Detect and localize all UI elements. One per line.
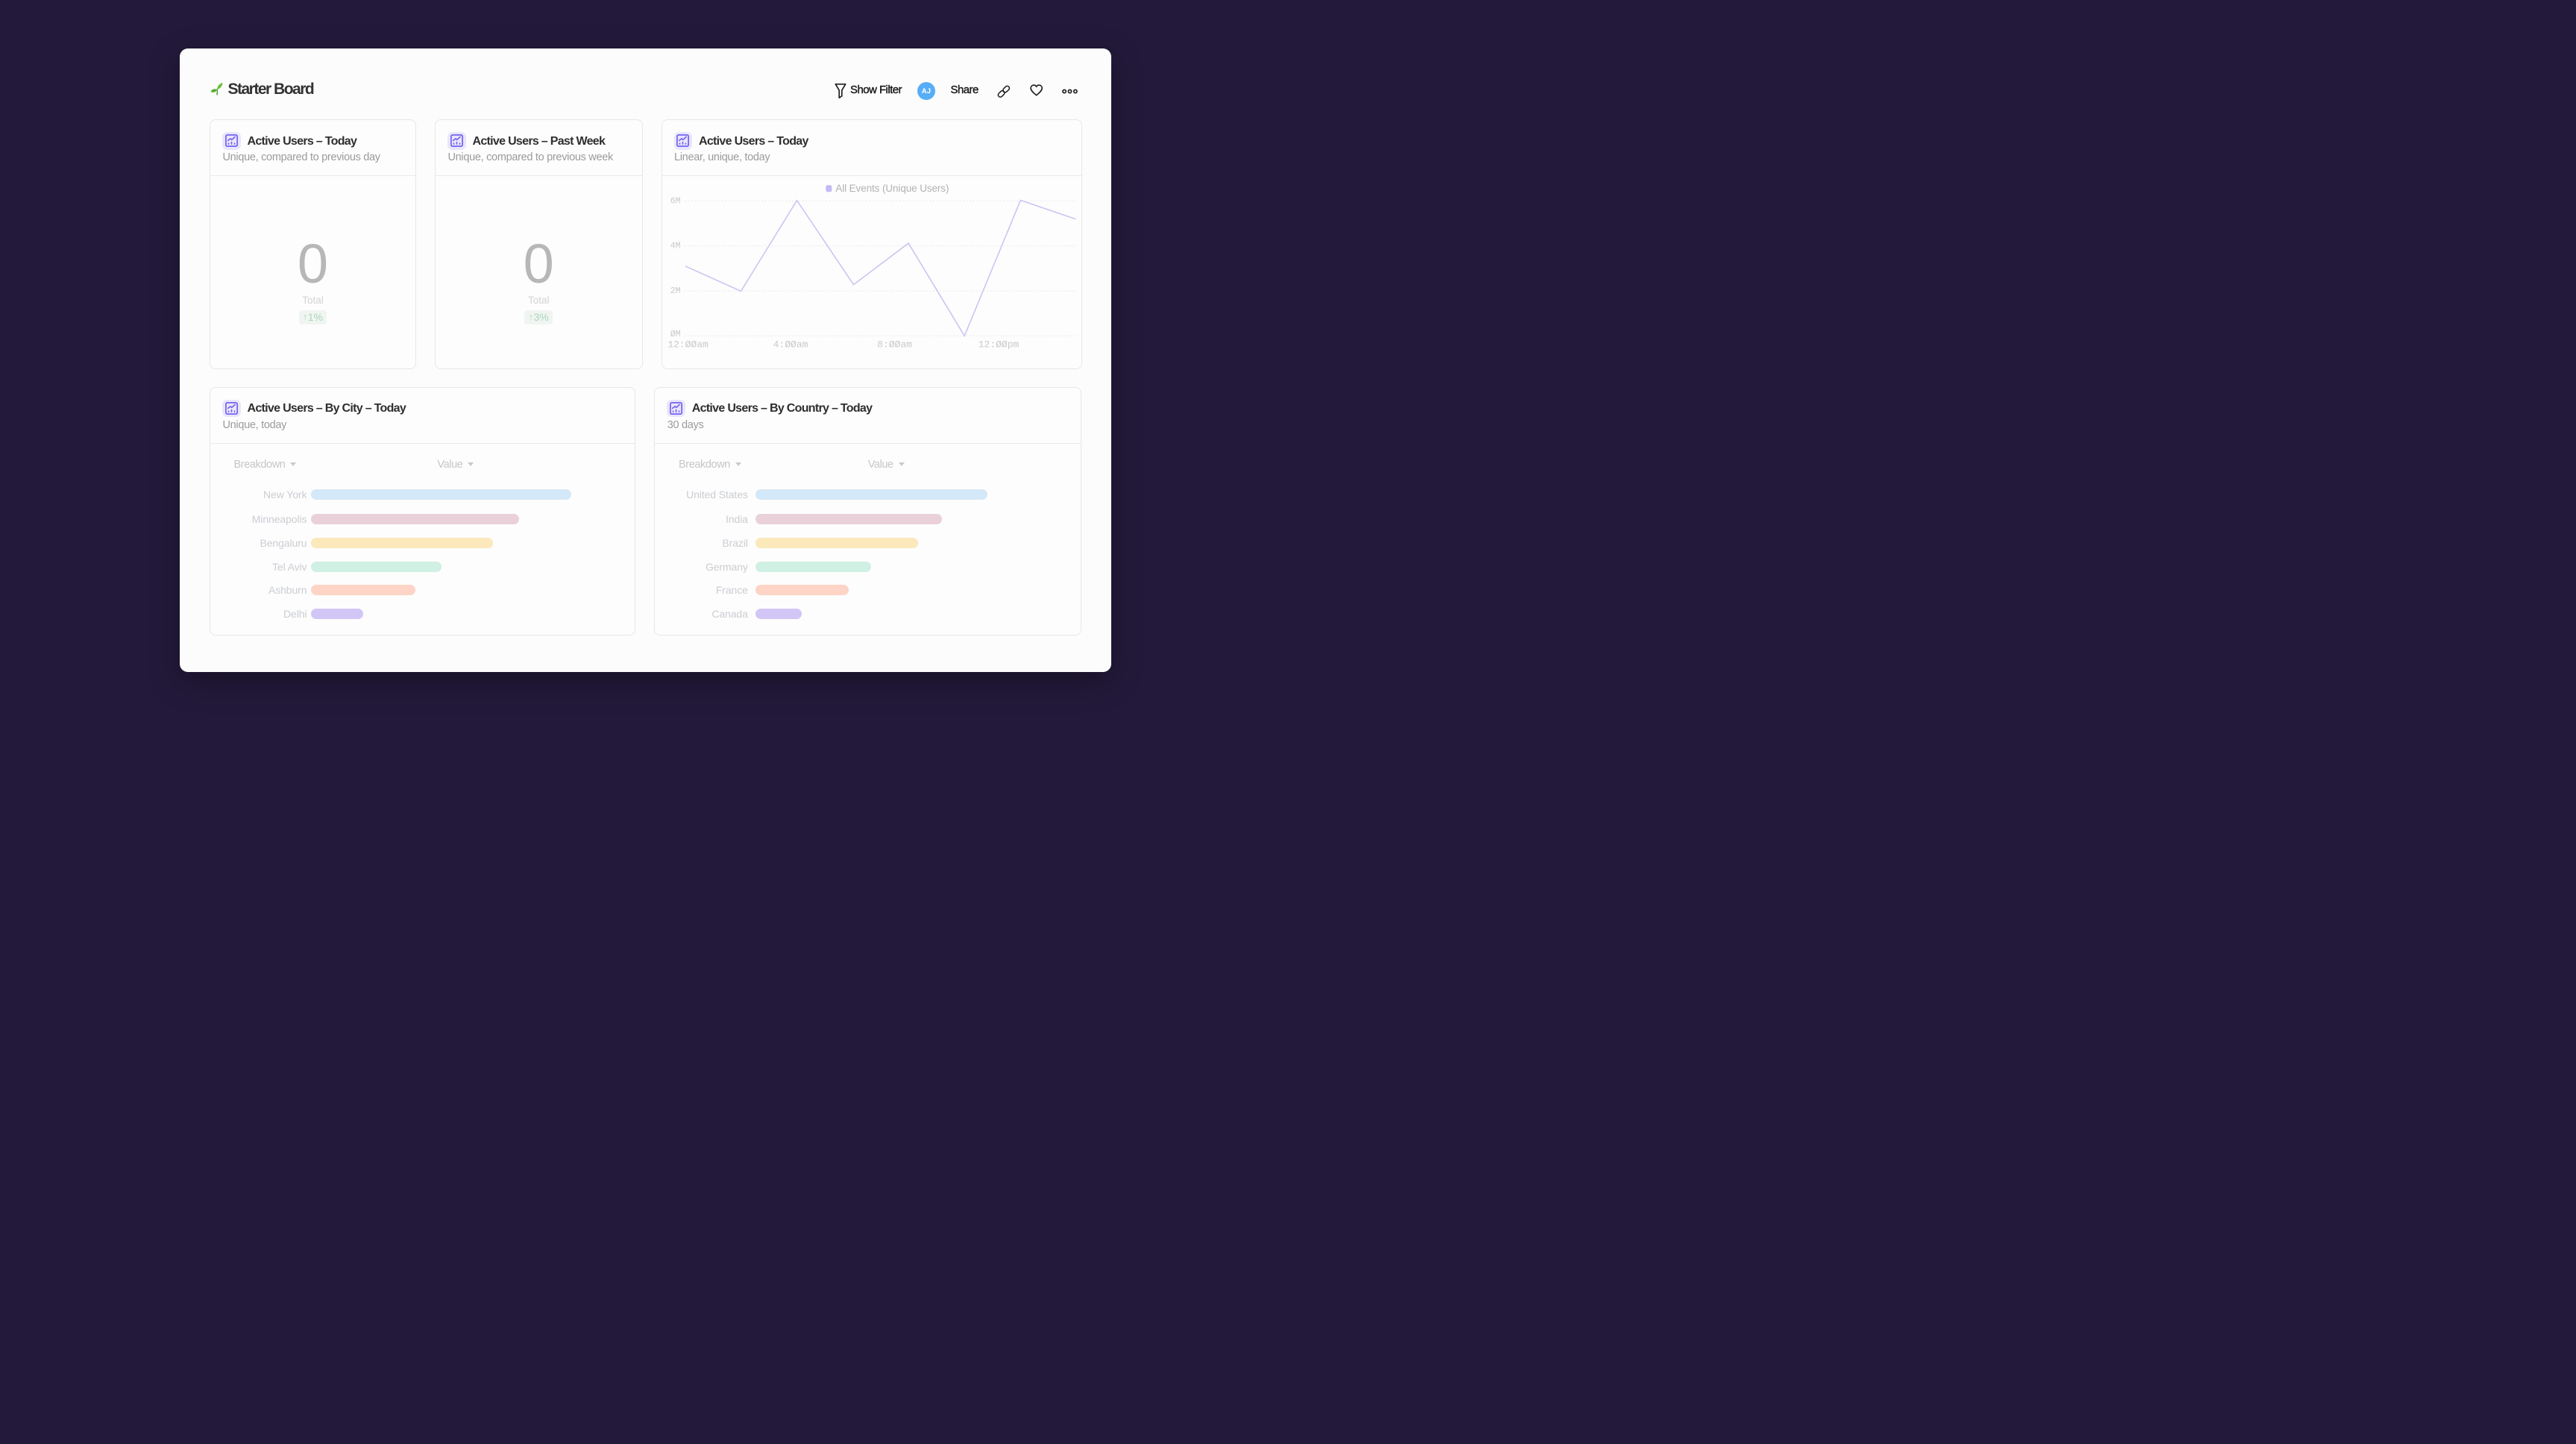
svg-text:6M: 6M (670, 196, 680, 206)
svg-text:8:ØØam: 8:ØØam (877, 339, 912, 351)
svg-text:4M: 4M (670, 242, 680, 251)
svg-text:4:ØØam: 4:ØØam (773, 339, 808, 351)
svg-text:2M: 2M (670, 286, 680, 296)
svg-text:ØM: ØM (670, 330, 680, 339)
svg-text:All Events (Unique Users): All Events (Unique Users) (835, 183, 949, 194)
svg-text:12:ØØam: 12:ØØam (667, 339, 709, 351)
svg-text:12:ØØpm: 12:ØØpm (978, 339, 1019, 351)
